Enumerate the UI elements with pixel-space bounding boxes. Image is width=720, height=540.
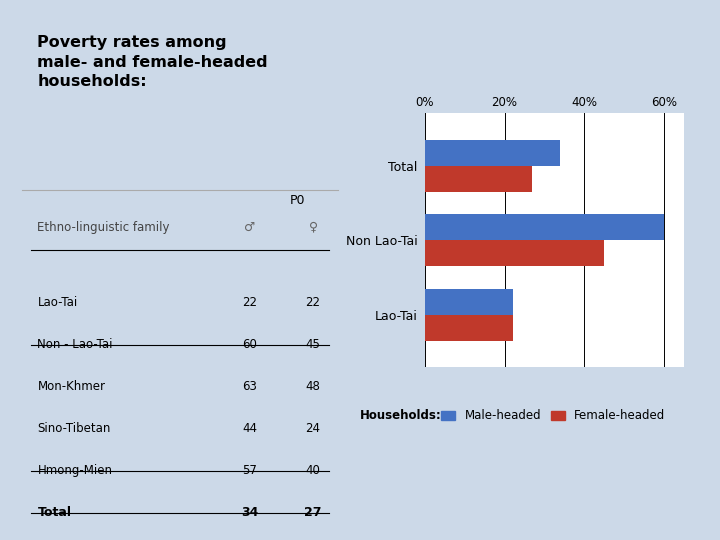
- Text: Total: Total: [37, 507, 71, 519]
- Text: P0: P0: [289, 194, 305, 207]
- Text: 48: 48: [305, 380, 320, 393]
- Text: 40: 40: [305, 464, 320, 477]
- Text: ♂: ♂: [244, 221, 256, 234]
- Text: ♀: ♀: [308, 221, 318, 234]
- Bar: [425, 315, 513, 341]
- Text: 22: 22: [242, 296, 257, 309]
- Text: 27: 27: [305, 507, 322, 519]
- Text: 44: 44: [242, 422, 257, 435]
- Text: Mon-Khmer: Mon-Khmer: [37, 380, 105, 393]
- Text: Sino-Tibetan: Sino-Tibetan: [37, 422, 111, 435]
- Text: 60: 60: [242, 338, 257, 351]
- Text: Ethno-linguistic family: Ethno-linguistic family: [37, 221, 170, 234]
- Bar: [425, 166, 533, 192]
- Text: 34: 34: [241, 507, 258, 519]
- Bar: [425, 240, 604, 266]
- Text: Poverty rates among
male- and female-headed
households:: Poverty rates among male- and female-hea…: [37, 35, 268, 90]
- Text: 57: 57: [242, 464, 257, 477]
- Text: Non - Lao-Tai: Non - Lao-Tai: [37, 338, 113, 351]
- Text: Households:: Households:: [360, 409, 441, 422]
- Bar: [425, 214, 664, 240]
- Bar: [425, 139, 560, 166]
- Text: 22: 22: [305, 296, 320, 309]
- Legend: Male-headed, Female-headed: Male-headed, Female-headed: [436, 404, 670, 427]
- Bar: [425, 289, 513, 315]
- Text: Hmong-Mien: Hmong-Mien: [37, 464, 112, 477]
- Text: 63: 63: [242, 380, 257, 393]
- Text: Lao-Tai: Lao-Tai: [37, 296, 78, 309]
- Text: 24: 24: [305, 422, 320, 435]
- Text: 45: 45: [305, 338, 320, 351]
